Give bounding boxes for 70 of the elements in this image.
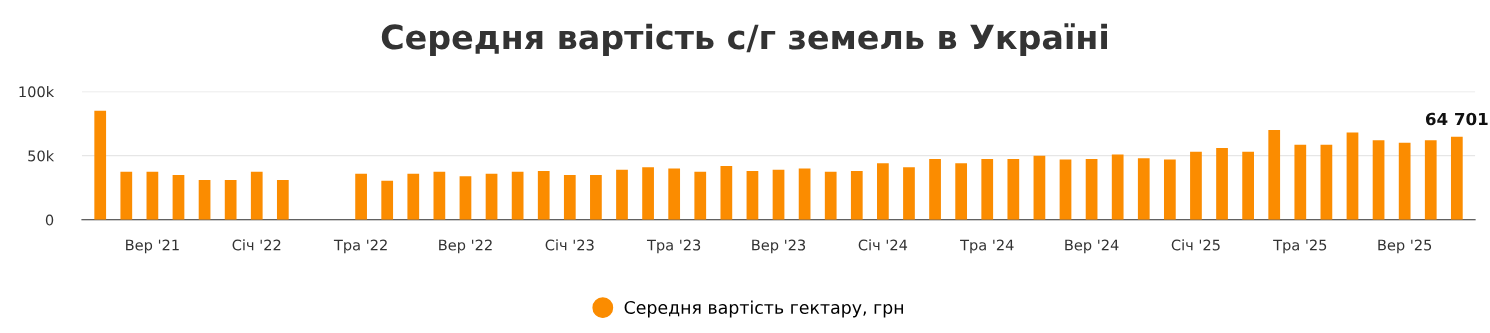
bar xyxy=(224,180,237,220)
bar xyxy=(120,171,133,220)
bar xyxy=(381,180,394,220)
x-tick-label: Вер '22 xyxy=(439,239,492,254)
bar xyxy=(877,163,889,220)
bar xyxy=(668,168,681,220)
bar xyxy=(1372,140,1385,220)
bar xyxy=(511,171,524,220)
bar xyxy=(746,171,759,220)
bar xyxy=(1242,151,1254,220)
bar xyxy=(1294,144,1307,220)
data-label: 64 701 xyxy=(1425,112,1488,126)
bar xyxy=(485,173,498,220)
bar xyxy=(772,169,785,220)
bar xyxy=(459,176,472,220)
y-tick-label: 0 xyxy=(45,214,54,226)
legend-label: Середня вартість гектару, грн xyxy=(624,300,903,318)
bar xyxy=(433,171,446,220)
bar xyxy=(590,174,602,220)
x-tick-label: Тра '23 xyxy=(646,239,701,254)
chart-title: Середня вартість с/г земель в Україні xyxy=(381,23,1107,57)
x-tick-label: Тра '24 xyxy=(960,239,1014,254)
bar xyxy=(955,163,968,220)
bar xyxy=(1346,132,1359,220)
bar xyxy=(172,174,185,220)
bar xyxy=(276,180,289,220)
x-tick-label: Вер '21 xyxy=(126,239,179,254)
bar xyxy=(1268,130,1281,220)
x-tick-label: Січ '23 xyxy=(545,239,594,251)
x-tick-label: Січ '24 xyxy=(858,239,908,251)
bar xyxy=(1085,158,1098,220)
bar xyxy=(355,173,367,220)
bar xyxy=(1320,144,1333,220)
bar xyxy=(1007,158,1020,220)
bar xyxy=(1163,159,1176,220)
bar xyxy=(981,158,994,220)
bar xyxy=(1137,158,1150,220)
bar xyxy=(1033,155,1046,220)
bar xyxy=(850,171,863,220)
bar xyxy=(642,167,654,220)
bar xyxy=(94,110,107,220)
bar xyxy=(1450,136,1463,220)
bar xyxy=(407,173,420,220)
bar xyxy=(824,171,837,220)
bar xyxy=(198,180,211,220)
y-tick-label: 50k xyxy=(28,150,55,162)
bar xyxy=(798,168,811,220)
bar xyxy=(563,174,576,220)
x-tick-label: Вер '24 xyxy=(1065,239,1119,254)
bar xyxy=(146,171,159,220)
bar xyxy=(1424,140,1437,220)
bar xyxy=(616,169,628,220)
bar xyxy=(1216,147,1228,220)
bar xyxy=(1059,159,1072,220)
bar xyxy=(537,171,550,220)
y-tick-label: 100k xyxy=(19,86,55,98)
bar xyxy=(903,167,915,220)
bar xyxy=(694,171,707,220)
x-tick-label: Тра '25 xyxy=(1273,239,1327,254)
bar xyxy=(929,158,941,220)
x-tick-label: Вер '23 xyxy=(752,239,806,254)
bar xyxy=(250,171,263,220)
x-tick-label: Тра '22 xyxy=(333,239,387,254)
x-tick-label: Січ '25 xyxy=(1171,239,1220,251)
x-tick-label: Вер '25 xyxy=(1378,239,1432,254)
x-tick-label: Січ '22 xyxy=(232,239,281,251)
bar xyxy=(1111,154,1124,220)
bar xyxy=(1398,142,1411,220)
bar xyxy=(720,165,733,220)
bar xyxy=(1190,151,1202,220)
